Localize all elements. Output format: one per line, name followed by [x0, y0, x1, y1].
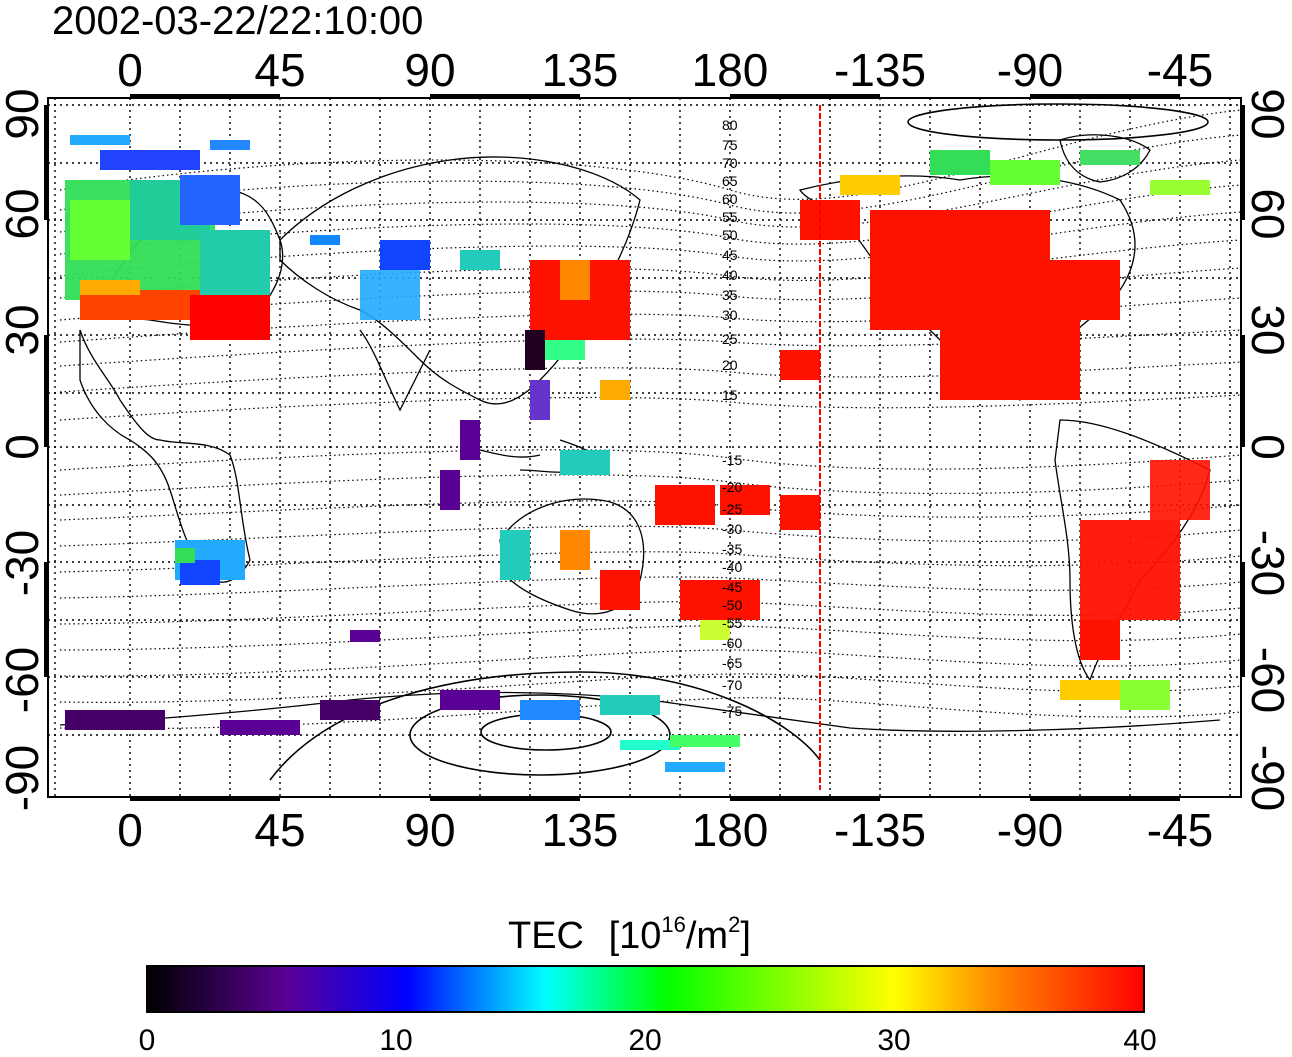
- colorbar-tick-label: 40: [1123, 1024, 1156, 1057]
- contour-label: -70: [722, 677, 742, 693]
- bottom-lon-label: 0: [117, 804, 143, 856]
- colorbar-tick-label: 20: [628, 1024, 661, 1057]
- top-lon-label: 90: [404, 44, 455, 96]
- left-lat-label: -60: [0, 647, 48, 713]
- contour-label: 55: [722, 209, 738, 225]
- colorbar-title-exp2: 2: [728, 912, 740, 937]
- top-lon-label: -45: [1147, 44, 1213, 96]
- left-lat-label: 60: [0, 188, 48, 239]
- left-lat-labels: 90 60 30 0 -30 -60 -90: [0, 88, 48, 811]
- coast-africa: [79, 329, 251, 583]
- colorbar-title-end: ]: [740, 915, 751, 957]
- colorbar-title: TEC [1016/m2]: [508, 912, 751, 957]
- contour-label: 30: [722, 307, 738, 323]
- top-lon-label: -90: [997, 44, 1063, 96]
- frame-ticks: [44, 94, 1245, 801]
- map-panel: 80 75 70 65 60 55 50 45 40 35 30 25 20 1…: [48, 98, 1241, 797]
- top-lon-label: -135: [834, 44, 926, 96]
- bottom-lon-label: -135: [834, 804, 926, 856]
- top-lon-label: 45: [254, 44, 305, 96]
- colorbar-ticks: 0 10 20 30 40: [139, 1024, 1157, 1057]
- contour-label: -35: [722, 541, 742, 557]
- contour-label: 65: [722, 173, 738, 189]
- bottom-lon-label: 135: [542, 804, 619, 856]
- top-lon-label: 180: [692, 44, 769, 96]
- right-lat-label: -60: [1242, 647, 1292, 713]
- contour-label: 40: [722, 267, 738, 283]
- colorbar-title-mid: /m: [686, 915, 728, 957]
- bottom-lon-label: -45: [1147, 804, 1213, 856]
- colorbar-tick-label: 10: [379, 1024, 412, 1057]
- bottom-lon-labels: 0 45 90 135 180 -135 -90 -45: [117, 804, 1213, 856]
- top-lon-label: 135: [542, 44, 619, 96]
- map-title: 2002-03-22/22:10:00: [52, 0, 423, 43]
- contour-label: 75: [722, 137, 738, 153]
- bottom-lon-label: 90: [404, 804, 455, 856]
- right-lat-label: 0: [1242, 434, 1292, 460]
- contour-label: -40: [722, 559, 742, 575]
- left-lat-label: 90: [0, 88, 48, 139]
- contour-label: 45: [722, 247, 738, 263]
- left-lat-label: -90: [0, 745, 48, 811]
- contour-label: 20: [722, 357, 738, 373]
- coast-australia: [499, 498, 645, 615]
- contour-label: -50: [722, 597, 742, 613]
- contour-label: -30: [722, 521, 742, 537]
- north-contour-labels: 80 75 70 65 60 55 50 45 40 35 30 25 20 1…: [722, 117, 738, 403]
- colorbar-tick-label: 0: [139, 1024, 156, 1057]
- coast-india: [359, 329, 431, 412]
- right-lat-label: 60: [1242, 188, 1292, 239]
- left-lat-label: 0: [0, 434, 48, 460]
- contour-label: -65: [722, 655, 742, 671]
- contour-label: 25: [722, 331, 738, 347]
- contour-label: -25: [722, 501, 742, 517]
- colorbar-tick-label: 30: [877, 1024, 910, 1057]
- south-contour-labels: -15 -20 -25 -30 -35 -40 -45 -50 -55 -60 …: [722, 452, 742, 719]
- colorbar-title-prefix: [10: [609, 915, 662, 957]
- contour-label: 80: [722, 117, 738, 133]
- contour-label: -20: [722, 479, 742, 495]
- contour-label: -55: [722, 615, 742, 631]
- map-frame: [47, 97, 1242, 798]
- contour-label: -60: [722, 635, 742, 651]
- bottom-lon-label: -90: [997, 804, 1063, 856]
- colorbar: [146, 965, 1145, 1013]
- left-lat-label: -30: [0, 530, 48, 596]
- contour-label: -15: [722, 452, 742, 468]
- svg-text:TEC [1016/m2]: TEC [1016/m2]: [508, 912, 751, 957]
- bottom-lon-label: 45: [254, 804, 305, 856]
- contour-label: -45: [722, 579, 742, 595]
- right-lat-labels: 90 60 30 0 -30 -60 -90: [1242, 88, 1292, 811]
- contour-label: 15: [722, 387, 738, 403]
- left-lat-label: 30: [0, 304, 48, 355]
- colorbar-title-main: TEC: [508, 915, 584, 957]
- contour-label: 60: [722, 191, 738, 207]
- right-lat-label: -30: [1242, 530, 1292, 596]
- contour-label: 70: [722, 155, 738, 171]
- coast-greenland: [1059, 134, 1151, 183]
- contour-label: 35: [722, 287, 738, 303]
- top-lon-label: 0: [117, 44, 143, 96]
- right-lat-label: 90: [1242, 88, 1292, 139]
- right-lat-label: -90: [1242, 745, 1292, 811]
- top-lon-labels: 0 45 90 135 180 -135 -90 -45: [117, 44, 1213, 96]
- contour-label: 50: [722, 227, 738, 243]
- right-lat-label: 30: [1242, 304, 1292, 355]
- bottom-lon-label: 180: [692, 804, 769, 856]
- tec-data-points: [65, 135, 1210, 772]
- colorbar-title-exp: 16: [661, 912, 685, 937]
- contour-label: -75: [722, 703, 742, 719]
